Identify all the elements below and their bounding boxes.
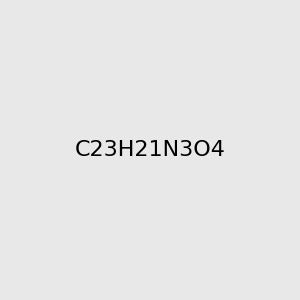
Text: C23H21N3O4: C23H21N3O4	[75, 140, 225, 160]
